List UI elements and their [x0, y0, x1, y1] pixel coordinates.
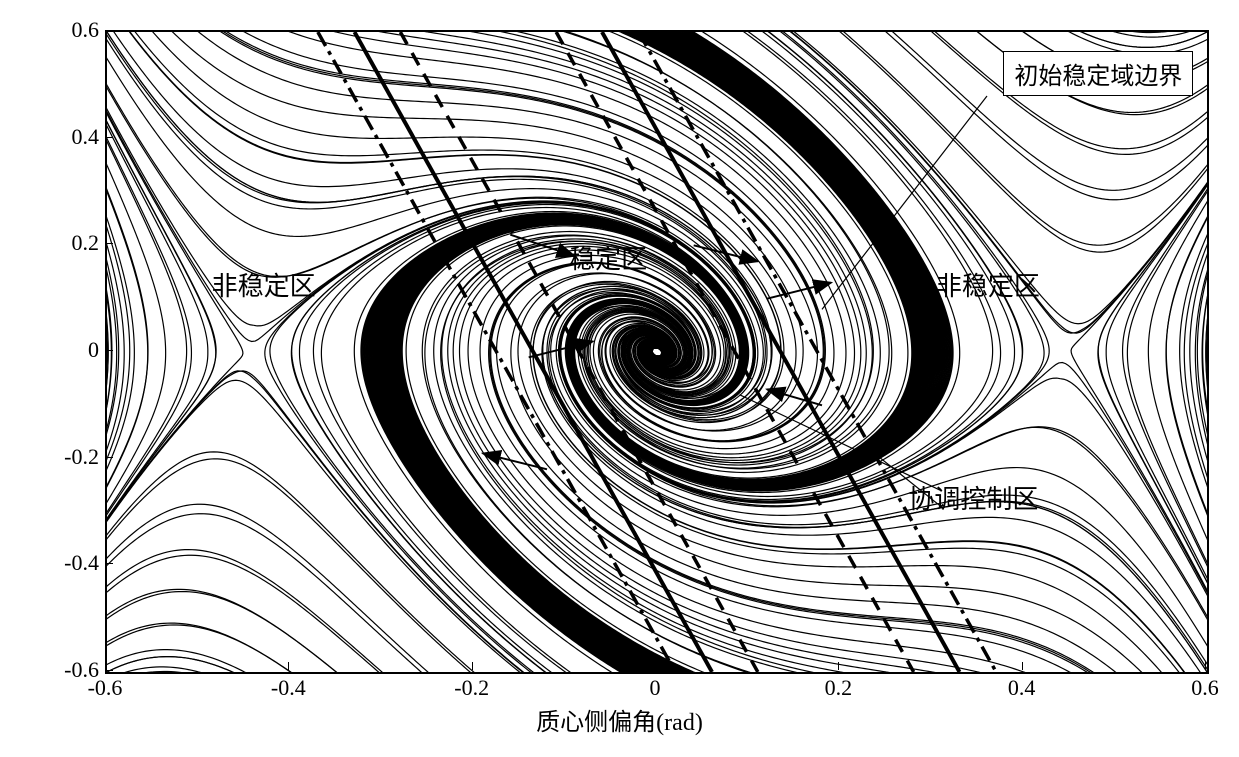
label-stable-region: 稳定区 — [569, 239, 647, 276]
y-tick-label: 0.6 — [72, 17, 100, 43]
x-axis-label: 质心侧偏角(rad) — [536, 702, 703, 737]
label-coordinated-region: 协调控制区 — [908, 479, 1038, 516]
y-tick-label: 0.2 — [72, 230, 100, 256]
y-tick-label: -0.6 — [64, 657, 99, 683]
x-tick-label: -0.2 — [454, 675, 489, 701]
y-tick-label: 0 — [88, 337, 99, 363]
phase-portrait-chart: 质心侧偏角速度(rad/s) 初始稳定域边界 非稳定区 稳定区 非稳定区 协调控… — [20, 20, 1219, 737]
label-unstable-right: 非稳定区 — [936, 266, 1040, 303]
plot-area — [105, 30, 1209, 674]
y-tick-label: -0.4 — [64, 550, 99, 576]
x-tick-label: 0.4 — [1008, 675, 1036, 701]
legend-initial-boundary: 初始稳定域边界 — [1003, 51, 1193, 96]
plot-svg — [107, 32, 1207, 672]
x-tick-label: -0.4 — [271, 675, 306, 701]
x-tick-label: 0 — [650, 675, 661, 701]
label-unstable-left: 非稳定区 — [212, 266, 316, 303]
x-tick-label: 0.6 — [1191, 675, 1219, 701]
x-tick-label: 0.2 — [825, 675, 853, 701]
y-tick-label: 0.4 — [72, 124, 100, 150]
y-tick-label: -0.2 — [64, 444, 99, 470]
